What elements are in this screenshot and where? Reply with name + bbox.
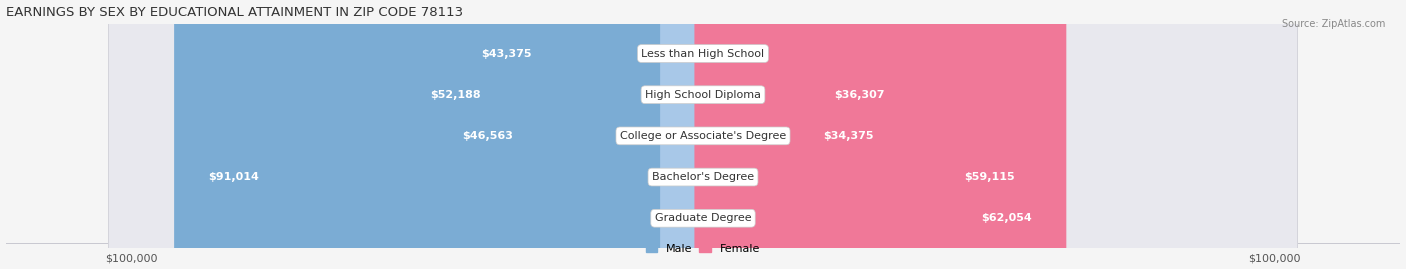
Text: Bachelor's Degree: Bachelor's Degree bbox=[652, 172, 754, 182]
Text: $59,115: $59,115 bbox=[965, 172, 1015, 182]
FancyBboxPatch shape bbox=[396, 0, 711, 269]
FancyBboxPatch shape bbox=[174, 0, 711, 269]
Text: Graduate Degree: Graduate Degree bbox=[655, 213, 751, 223]
Text: $52,188: $52,188 bbox=[430, 90, 481, 100]
FancyBboxPatch shape bbox=[695, 0, 734, 269]
Text: EARNINGS BY SEX BY EDUCATIONAL ATTAINMENT IN ZIP CODE 78113: EARNINGS BY SEX BY EDUCATIONAL ATTAINMEN… bbox=[6, 6, 463, 19]
FancyBboxPatch shape bbox=[661, 0, 711, 269]
FancyBboxPatch shape bbox=[108, 0, 1298, 269]
Text: $43,375: $43,375 bbox=[481, 48, 531, 59]
Text: $62,054: $62,054 bbox=[981, 213, 1032, 223]
FancyBboxPatch shape bbox=[447, 0, 711, 269]
FancyBboxPatch shape bbox=[695, 0, 1049, 269]
Text: $36,307: $36,307 bbox=[834, 90, 884, 100]
FancyBboxPatch shape bbox=[108, 0, 1298, 269]
FancyBboxPatch shape bbox=[108, 0, 1298, 269]
Text: $34,375: $34,375 bbox=[824, 131, 873, 141]
FancyBboxPatch shape bbox=[695, 0, 1066, 269]
FancyBboxPatch shape bbox=[695, 0, 920, 269]
Text: High School Diploma: High School Diploma bbox=[645, 90, 761, 100]
Text: $0: $0 bbox=[655, 213, 669, 223]
FancyBboxPatch shape bbox=[108, 0, 1298, 269]
Text: Source: ZipAtlas.com: Source: ZipAtlas.com bbox=[1281, 19, 1385, 29]
Text: $46,563: $46,563 bbox=[463, 131, 513, 141]
FancyBboxPatch shape bbox=[429, 0, 711, 269]
Text: College or Associate's Degree: College or Associate's Degree bbox=[620, 131, 786, 141]
Text: $0: $0 bbox=[737, 48, 751, 59]
FancyBboxPatch shape bbox=[108, 0, 1298, 269]
Legend: Male, Female: Male, Female bbox=[647, 243, 759, 254]
FancyBboxPatch shape bbox=[695, 0, 908, 269]
Text: Less than High School: Less than High School bbox=[641, 48, 765, 59]
Text: $91,014: $91,014 bbox=[208, 172, 259, 182]
